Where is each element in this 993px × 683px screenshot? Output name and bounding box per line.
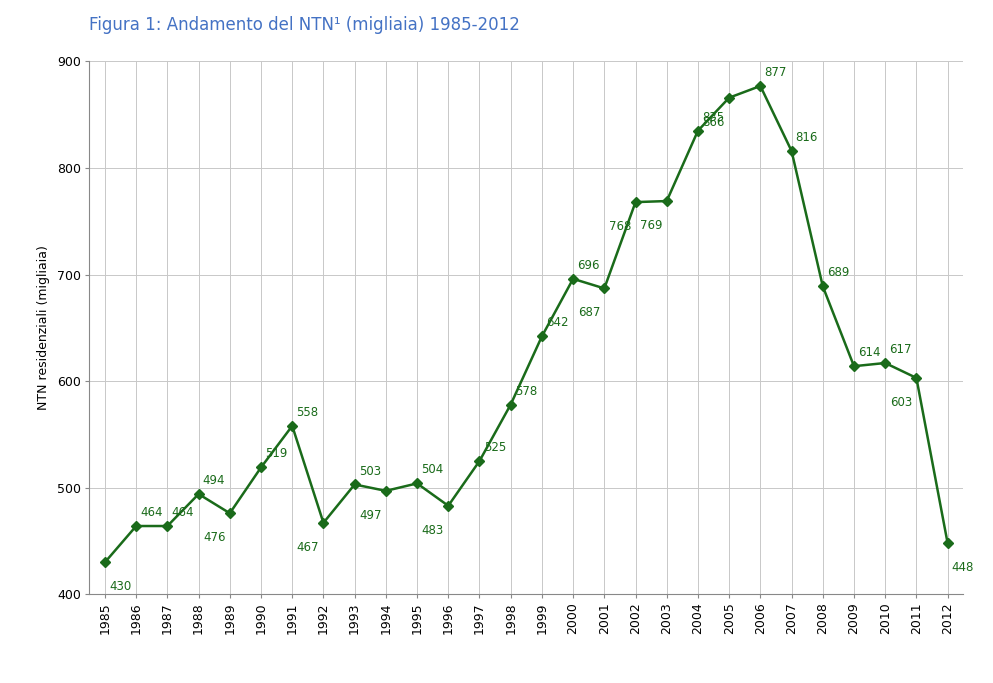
Text: 448: 448: [951, 561, 974, 574]
Text: 877: 877: [765, 66, 786, 79]
Text: 603: 603: [890, 396, 913, 409]
Text: 504: 504: [421, 464, 444, 477]
Text: 866: 866: [703, 115, 725, 129]
Text: 578: 578: [514, 385, 537, 398]
Text: 617: 617: [890, 343, 912, 356]
Text: 464: 464: [172, 506, 194, 519]
Text: 483: 483: [422, 524, 444, 537]
Text: 687: 687: [578, 307, 600, 320]
Text: 430: 430: [109, 581, 131, 594]
Text: 525: 525: [484, 441, 505, 454]
Text: 614: 614: [858, 346, 881, 359]
Text: 696: 696: [577, 259, 600, 272]
Y-axis label: NTN residenziali (migliaia): NTN residenziali (migliaia): [37, 245, 50, 410]
Text: 464: 464: [140, 506, 163, 519]
Text: 689: 689: [827, 266, 849, 279]
Text: 497: 497: [359, 509, 381, 522]
Text: Figura 1: Andamento del NTN¹ (migliaia) 1985-2012: Figura 1: Andamento del NTN¹ (migliaia) …: [89, 16, 520, 34]
Text: 494: 494: [203, 474, 225, 487]
Text: 476: 476: [204, 531, 225, 544]
Text: 503: 503: [358, 464, 381, 477]
Text: 519: 519: [265, 447, 288, 460]
Text: 835: 835: [702, 111, 724, 124]
Text: 558: 558: [296, 406, 319, 419]
Text: 769: 769: [640, 219, 662, 232]
Text: 467: 467: [297, 541, 320, 554]
Text: 768: 768: [609, 220, 632, 233]
Text: 816: 816: [795, 131, 818, 144]
Text: 642: 642: [546, 316, 569, 329]
